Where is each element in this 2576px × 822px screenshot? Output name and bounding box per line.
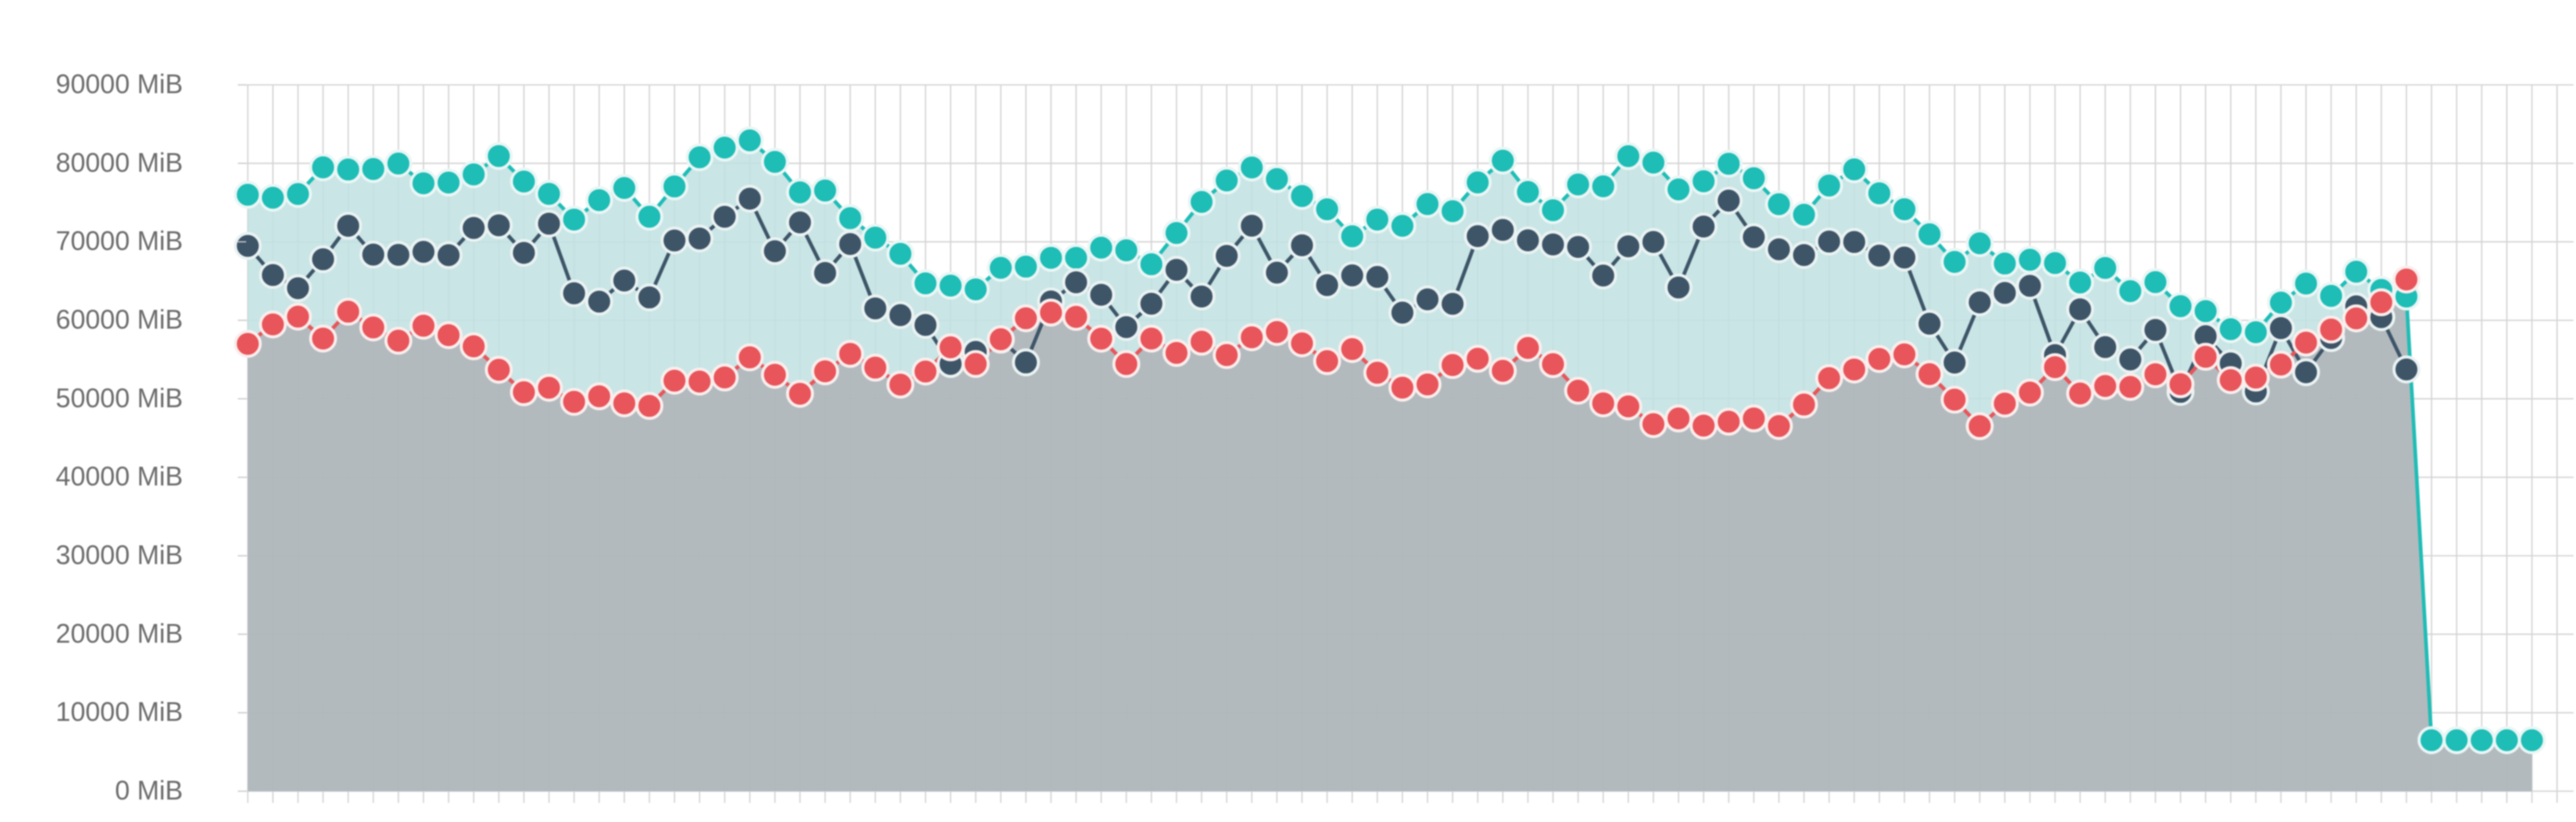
svg-text:30000 MiB: 30000 MiB — [56, 540, 183, 570]
svg-text:0 MiB: 0 MiB — [115, 775, 183, 805]
svg-text:50000 MiB: 50000 MiB — [56, 383, 183, 413]
svg-text:20000 MiB: 20000 MiB — [56, 618, 183, 648]
svg-text:70000 MiB: 70000 MiB — [56, 226, 183, 256]
svg-text:10000 MiB: 10000 MiB — [56, 697, 183, 727]
svg-text:60000 MiB: 60000 MiB — [56, 305, 183, 334]
svg-text:80000 MiB: 80000 MiB — [56, 147, 183, 177]
svg-text:90000 MiB: 90000 MiB — [56, 69, 183, 99]
svg-text:40000 MiB: 40000 MiB — [56, 462, 183, 492]
